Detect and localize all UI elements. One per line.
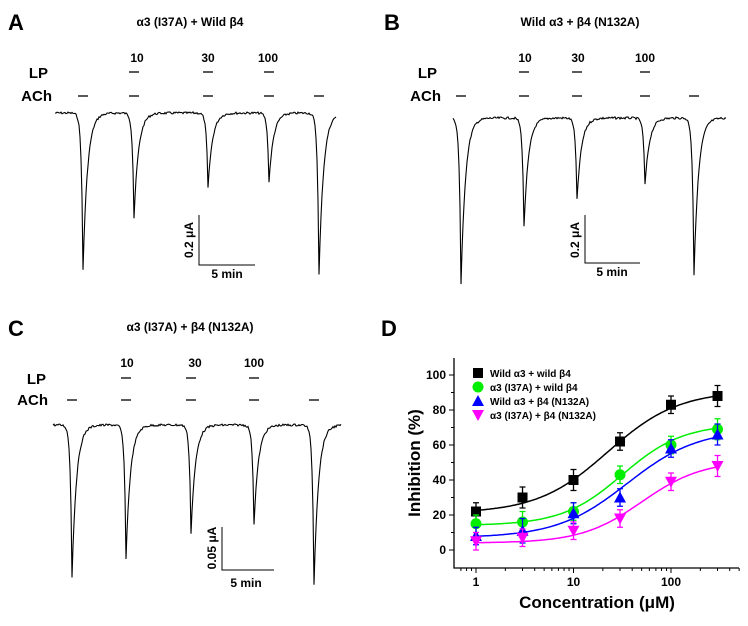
conc-label: 100	[244, 356, 264, 370]
scale-x-label: 5 min	[230, 576, 261, 590]
x-tick-label: 1	[473, 575, 480, 589]
conc-label: 100	[635, 51, 655, 65]
data-point	[567, 507, 580, 519]
data-point	[614, 513, 627, 525]
x-tick-label: 100	[661, 575, 681, 589]
data-point	[517, 492, 528, 503]
y-tick-label: 80	[433, 403, 447, 417]
data-point	[665, 476, 677, 488]
panel-letter: D	[381, 316, 397, 341]
legend-marker	[472, 410, 484, 421]
conc-label: 100	[258, 51, 278, 65]
conc-label: 30	[188, 356, 202, 370]
scale-y-label: 0.05 μA	[205, 526, 219, 569]
legend-marker	[472, 381, 484, 393]
ach-label: ACh	[17, 392, 48, 409]
scale-x-label: 5 min	[596, 265, 627, 279]
fit-curve	[475, 466, 717, 544]
ach-label: ACh	[410, 88, 441, 105]
data-point	[470, 536, 482, 548]
panel-d: D Concentration (μM) Inhibition (%) 0 20 4…	[381, 316, 740, 612]
scale-y-label: 0.2 μA	[182, 222, 196, 258]
panel-letter: C	[8, 316, 24, 341]
current-trace	[54, 111, 337, 275]
data-point	[567, 525, 580, 537]
panel-title: α3 (I37A) + Wild β4	[137, 15, 244, 29]
y-tick-label: 40	[433, 473, 447, 487]
data-point	[711, 461, 724, 472]
current-trace	[452, 116, 727, 285]
conc-label: 30	[201, 51, 215, 65]
data-point	[471, 506, 481, 517]
legend-marker	[472, 395, 484, 406]
series-0: Wild α3 + wild β4	[471, 368, 723, 521]
legend-label: Wild α3 + wild β4	[490, 369, 571, 380]
panel-letter: B	[384, 10, 400, 35]
data-point	[614, 491, 627, 503]
y-tick-label: 60	[433, 438, 447, 452]
ach-label: ACh	[21, 88, 52, 105]
data-point	[711, 428, 724, 440]
panel-letter: A	[8, 10, 24, 35]
panel-b: B Wild α3 + β4 (N132A) 10 30 100 LP ACh …	[384, 10, 727, 285]
scale-bar	[221, 527, 274, 571]
legend-label: Wild α3 + β4 (N132A)	[490, 397, 589, 408]
scale-x-label: 5 min	[211, 267, 242, 281]
lp-label: LP	[29, 65, 48, 82]
legend-label: α3 (I37A) + β4 (N132A)	[490, 411, 596, 422]
legend-label: α3 (I37A) + wild β4	[490, 383, 578, 394]
y-tick-label: 0	[439, 543, 446, 557]
conc-label: 30	[571, 51, 585, 65]
x-axis-label: Concentration (μM)	[519, 593, 675, 612]
legend-marker	[473, 368, 483, 378]
panel-c: C α3 (I37A) + β4 (N132A) 10 30 100 LP AC…	[8, 316, 342, 590]
panel-a: A α3 (I37A) + Wild β4 10 30 100 LP ACh 5…	[8, 10, 337, 281]
fit-curve	[475, 436, 717, 538]
conc-label: 10	[518, 51, 532, 65]
data-point	[516, 532, 529, 544]
data-point	[665, 442, 677, 454]
data-point	[615, 436, 626, 447]
lp-label: LP	[418, 65, 437, 82]
data-point	[666, 399, 676, 410]
panel-title: Wild α3 + β4 (N132A)	[521, 15, 640, 29]
data-point	[712, 391, 723, 401]
y-axis-label: Inhibition (%)	[405, 409, 424, 517]
scale-y-label: 0.2 μA	[568, 222, 582, 258]
lp-label: LP	[27, 371, 46, 388]
conc-label: 10	[120, 356, 134, 370]
scale-bar	[198, 215, 255, 266]
current-trace	[52, 423, 342, 585]
panel-title: α3 (I37A) + β4 (N132A)	[126, 320, 253, 334]
scale-bar	[584, 215, 640, 264]
y-tick-label: 100	[426, 368, 446, 382]
data-point	[568, 475, 579, 485]
data-point	[614, 469, 626, 481]
x-tick-label: 10	[567, 575, 581, 589]
fit-curve	[475, 427, 717, 526]
data-point	[470, 518, 482, 530]
y-tick-label: 20	[433, 508, 447, 522]
series-3: α3 (I37A) + β4 (N132A)	[470, 410, 724, 551]
conc-label: 10	[130, 51, 144, 65]
